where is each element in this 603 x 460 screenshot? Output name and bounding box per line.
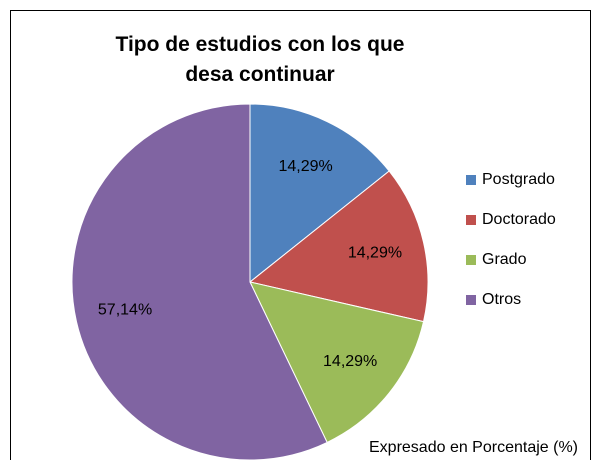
pie-slice bbox=[248, 170, 429, 323]
legend-label: Postgrado bbox=[482, 171, 555, 188]
data-label: 14,29% bbox=[348, 245, 402, 262]
legend-swatch bbox=[466, 175, 476, 185]
legend-swatch bbox=[466, 215, 476, 225]
legend-label: Otros bbox=[482, 291, 521, 308]
data-label: 14,29% bbox=[323, 353, 377, 370]
legend-label: Doctorado bbox=[482, 211, 556, 228]
chart-title: Tipo de estudios con los que desa contin… bbox=[115, 33, 405, 86]
data-label: 57,14% bbox=[98, 302, 152, 319]
legend-swatch bbox=[466, 295, 476, 305]
pie-slice bbox=[249, 281, 425, 444]
legend-swatch bbox=[466, 255, 476, 265]
legend-label: Grado bbox=[482, 251, 527, 268]
data-label: 14,29% bbox=[278, 158, 332, 175]
pie-slice bbox=[249, 103, 390, 284]
annotation: Expresado en Porcentaje (%) bbox=[369, 439, 578, 456]
